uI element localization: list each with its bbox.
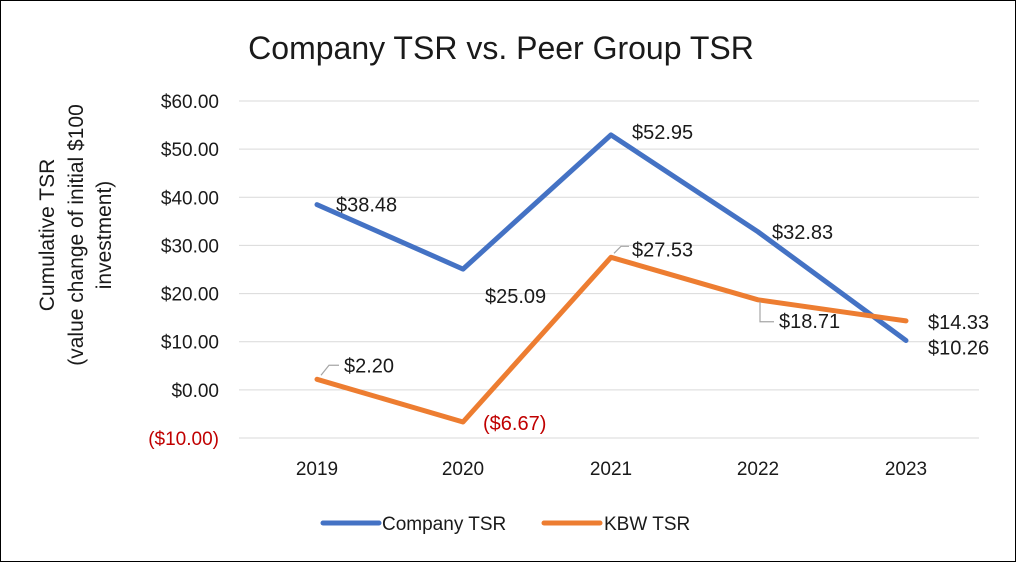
data-label: $18.71 [779,311,840,333]
label-leaders [320,245,774,376]
gridlines [239,100,979,439]
data-label: $38.48 [336,195,397,217]
y-tick-label: $40.00 [161,188,219,209]
legend: Company TSR KBW TSR [320,514,690,535]
x-axis-ticks: 2019 2020 2021 2022 2023 [296,459,927,480]
y-tick-label: ($10.00) [148,429,219,450]
data-label: $14.33 [928,312,989,334]
legend-label-kbw-tsr: KBW TSR [604,514,690,535]
x-tick-label: 2019 [296,459,338,480]
data-label: $2.20 [344,355,394,377]
label-leader [759,301,774,323]
y-tick-label: $0.00 [171,381,219,402]
data-label: $52.95 [632,122,693,144]
y-axis-label: Cumulative TSR (value change of initial … [36,104,116,366]
x-tick-label: 2023 [885,459,927,480]
series [314,132,909,425]
data-label: $25.09 [485,286,546,308]
y-axis-ticks: $60.00 $50.00 $40.00 $30.00 $20.00 $10.00 $0.0… [148,92,219,450]
series-line-kbw-tsr [314,254,909,425]
chart-title: Company TSR vs. Peer Group TSR [248,30,754,66]
data-labels: $38.48 $25.09 $52.95 $32.83 $10.26 $2.20 ($6.6… [336,122,989,435]
x-tick-label: 2020 [442,459,484,480]
y-tick-label: $50.00 [161,140,219,161]
y-tick-label: $60.00 [161,92,219,113]
data-label: $27.53 [632,239,693,261]
data-label: ($6.67) [483,413,546,435]
y-axis-label-line-1: Cumulative TSR [36,159,59,312]
label-leader [320,364,339,376]
y-tick-label: $20.00 [161,285,219,306]
label-leader [613,245,629,254]
x-tick-label: 2022 [737,459,779,480]
x-tick-label: 2021 [590,459,632,480]
y-axis-label-line-3: investment) [93,181,116,290]
legend-label-company-tsr: Company TSR [382,514,506,535]
data-label: $32.83 [772,222,833,244]
y-tick-label: $30.00 [161,236,219,257]
y-axis-label-line-2: (value change of initial $100 [65,104,88,366]
data-label: $10.26 [928,337,989,359]
y-tick-label: $10.00 [161,333,219,354]
